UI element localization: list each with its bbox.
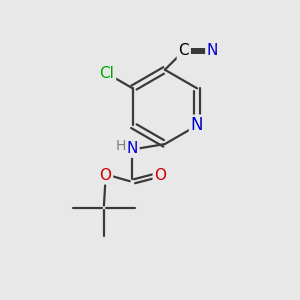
Text: Cl: Cl	[100, 66, 114, 81]
Text: H: H	[116, 139, 126, 152]
Text: N: N	[127, 141, 138, 156]
Text: O: O	[99, 168, 111, 183]
Text: O: O	[154, 168, 166, 183]
Text: C: C	[178, 43, 189, 58]
Text: N: N	[207, 43, 218, 58]
Text: N: N	[191, 116, 203, 134]
